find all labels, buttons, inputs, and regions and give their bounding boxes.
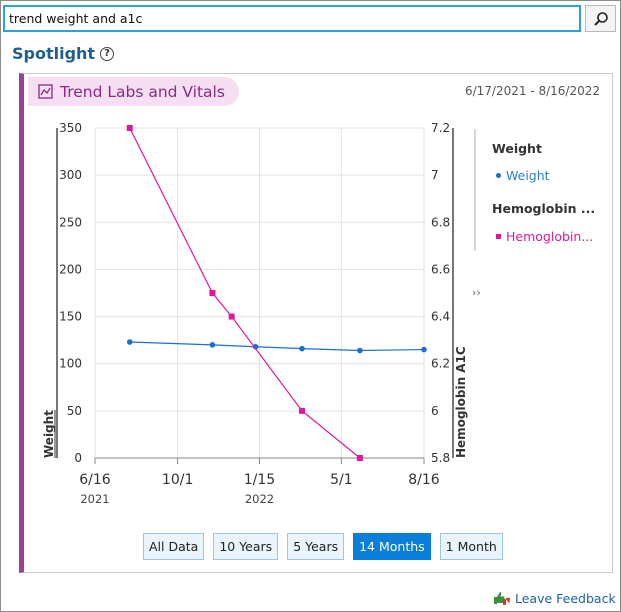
- card-title-pill[interactable]: Trend Labs and Vitals: [28, 77, 239, 106]
- search-button[interactable]: [585, 5, 616, 32]
- chart-axes: 0 50 100 150 200 250 300 350 5.8 6 6.2 6.4 6.6 6.8 7 7.…: [42, 121, 468, 506]
- y-right-tick-label: 7.2: [431, 121, 450, 135]
- date-range: 6/17/2021 - 8/16/2022: [464, 84, 600, 98]
- y-left-tick-label: 250: [59, 215, 82, 229]
- y-right-tick-label: 6.4: [431, 310, 450, 324]
- hemoglobin-data-point: [209, 290, 216, 296]
- hemoglobin-data-point: [356, 455, 363, 461]
- y-right-tick-label: 6.2: [431, 357, 450, 371]
- weight-data-point: [209, 342, 216, 348]
- leave-feedback-label: Leave Feedback: [515, 590, 616, 606]
- weight-data-point: [126, 339, 133, 345]
- series-line-weight: [129, 341, 425, 352]
- weight-data-point: [252, 343, 259, 350]
- y-right-axis-label: Hemoglobin A1C: [454, 346, 468, 458]
- hemoglobin-data-point: [126, 125, 133, 131]
- expand-legend-icon[interactable]: ››: [472, 286, 481, 299]
- range-button-group: All Data 10 Years 5 Years 14 Months 1 Mo…: [143, 533, 503, 560]
- series-line-hemoglobin-a1c: [129, 127, 361, 459]
- weight-data-point: [357, 347, 363, 354]
- square-marker-icon: [496, 234, 501, 239]
- x-year-label: 2022: [245, 492, 274, 506]
- chart-grid: [94, 127, 425, 459]
- card-title: Trend Labs and Vitals: [60, 82, 225, 101]
- y-right-tick-label: 7: [431, 168, 439, 182]
- line-chart-icon: [38, 84, 53, 99]
- range-1-month-button[interactable]: 1 Month: [439, 533, 503, 560]
- legend-group-weight: Weight: [492, 141, 542, 156]
- x-tick-label: 10/1: [162, 472, 193, 488]
- chart-series: [126, 125, 427, 461]
- spotlight-header: Spotlight ?: [12, 44, 115, 63]
- y-left-tick-label: 100: [59, 357, 82, 371]
- magnifier-icon: [593, 11, 608, 26]
- legend-group-hemoglobin: Hemoglobin ...: [492, 201, 596, 216]
- x-tick-label: 6/16: [79, 472, 111, 488]
- range-all-data-button[interactable]: All Data: [143, 533, 205, 560]
- search-input[interactable]: [5, 7, 579, 30]
- hemoglobin-data-point: [228, 313, 235, 320]
- legend-item-hemoglobin[interactable]: Hemoglobin...: [496, 229, 593, 244]
- range-14-months-button[interactable]: 14 Months: [353, 533, 431, 560]
- trend-card: Trend Labs and Vitals 6/17/2021 - 8/16/2…: [19, 73, 613, 573]
- y-left-tick-label: 200: [59, 262, 82, 276]
- spotlight-title: Spotlight: [12, 44, 96, 63]
- y-left-tick-label: 50: [67, 404, 82, 418]
- y-left-tick-label: 150: [59, 310, 82, 324]
- legend-item-weight[interactable]: Weight: [496, 168, 550, 183]
- weight-data-point: [421, 346, 427, 353]
- y-left-axis-label: Weight: [42, 410, 56, 458]
- y-right-tick-label: 6: [431, 404, 439, 418]
- search-box[interactable]: [3, 5, 581, 32]
- circle-marker-icon: [496, 173, 501, 178]
- y-left-tick-label: 300: [59, 168, 82, 182]
- y-right-tick-label: 6.8: [431, 215, 450, 229]
- x-tick-label: 1/15: [244, 472, 275, 488]
- weight-data-point: [299, 345, 305, 352]
- range-10-years-button[interactable]: 10 Years: [213, 533, 279, 560]
- help-icon[interactable]: ?: [100, 46, 115, 61]
- leave-feedback-link[interactable]: Leave Feedback: [493, 590, 616, 606]
- x-tick-label: 8/16: [408, 472, 440, 488]
- hemoglobin-data-point: [298, 407, 305, 414]
- y-right-tick-label: 6.6: [431, 262, 450, 276]
- x-year-label: 2021: [80, 492, 109, 506]
- thumbs-feedback-icon: [494, 592, 510, 605]
- legend-item-hemoglobin-label: Hemoglobin...: [506, 229, 594, 244]
- range-5-years-button[interactable]: 5 Years: [287, 533, 345, 560]
- legend-divider: [474, 129, 476, 251]
- y-left-tick-label: 350: [59, 121, 82, 135]
- x-tick-label: 5/1: [330, 472, 353, 488]
- y-left-tick-label: 0: [74, 451, 82, 465]
- y-right-tick-label: 5.8: [431, 451, 450, 465]
- legend-item-weight-label: Weight: [506, 168, 550, 183]
